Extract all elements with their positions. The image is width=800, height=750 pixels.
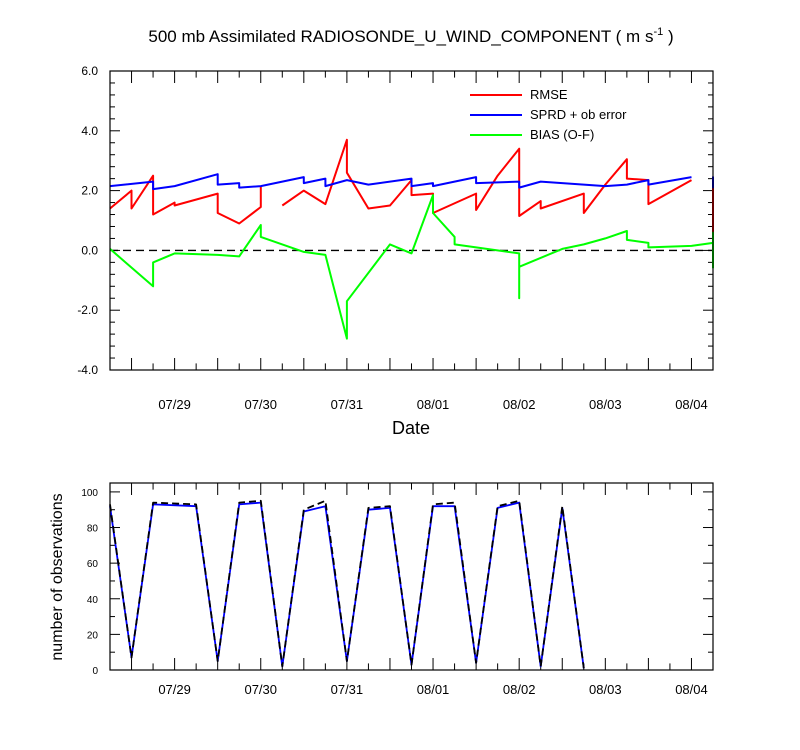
top-ytick-label: 4.0 (81, 124, 98, 138)
top-plot-frame (109, 70, 714, 371)
bottom-xtick-label: 07/31 (331, 682, 364, 697)
top-xtick-label: 07/31 (331, 397, 364, 412)
top-series-line (281, 138, 692, 217)
bottom-xtick-label: 08/03 (589, 682, 622, 697)
bottom-xtick-label: 08/01 (417, 682, 450, 697)
top-xtick-label: 08/02 (503, 397, 536, 412)
top-xtick-label: 08/01 (417, 397, 450, 412)
top-ytick-label: -4.0 (77, 363, 98, 377)
legend-label: RMSE (530, 87, 568, 102)
bottom-ytick-label: 100 (81, 488, 98, 499)
bottom-ytick-label: 80 (87, 524, 99, 535)
top-tick-labels: -4.0 -2.0 0.0 2.0 4.0 6.0 07/29 07/30 07/31 08/01… (77, 64, 707, 412)
bottom-ticks (109, 483, 714, 671)
bottom-ytick-label: 0 (92, 666, 98, 677)
top-series-line (109, 194, 714, 340)
top-xtick-label: 07/29 (158, 397, 191, 412)
top-series-line (109, 173, 692, 191)
bottom-plot-frame (109, 482, 714, 671)
title-end: ) (663, 27, 673, 46)
top-series-line (109, 174, 262, 225)
legend-label: BIAS (O-F) (530, 127, 594, 142)
top-series-group (109, 138, 714, 340)
bottom-xtick-label: 08/02 (503, 682, 536, 697)
top-ytick-label: 0.0 (81, 243, 98, 257)
top-ytick-label: 2.0 (81, 184, 98, 198)
bottom-series-group (109, 499, 585, 669)
x-axis-label: Date (392, 418, 430, 438)
title-superscript: -1 (653, 26, 663, 38)
top-ticks (109, 70, 714, 371)
top-xtick-label: 08/03 (589, 397, 622, 412)
bottom-series-line (109, 501, 585, 669)
bottom-xtick-label: 08/04 (675, 682, 708, 697)
bottom-chart-panel: 0 20 40 60 80 100 07/29 07/30 07/31 08/01 08/02 08/… (49, 482, 714, 697)
top-xtick-label: 07/30 (244, 397, 277, 412)
legend-label: SPRD + ob error (530, 107, 627, 122)
bottom-xtick-label: 07/29 (158, 682, 191, 697)
title-main: 500 mb Assimilated RADIOSONDE_U_WIND_COM… (148, 27, 653, 46)
bottom-tick-labels: 0 20 40 60 80 100 07/29 07/30 07/31 08/01 08/02 08/… (81, 488, 707, 697)
chart-title: 500 mb Assimilated RADIOSONDE_U_WIND_COM… (148, 26, 673, 46)
legend: RMSE SPRD + ob error BIAS (O-F) (470, 87, 627, 142)
top-xtick-label: 08/04 (675, 397, 708, 412)
top-ytick-label: 6.0 (81, 64, 98, 78)
bottom-ytick-label: 40 (87, 595, 99, 606)
bottom-ytick-label: 60 (87, 559, 99, 570)
bottom-series-line (109, 499, 585, 669)
top-chart-panel: -4.0 -2.0 0.0 2.0 4.0 6.0 07/29 07/30 07/31 08/01… (77, 64, 714, 412)
y-axis-label: number of observations (49, 493, 66, 660)
top-ytick-label: -2.0 (77, 303, 98, 317)
bottom-ytick-label: 20 (87, 630, 99, 641)
bottom-xtick-label: 07/30 (244, 682, 277, 697)
